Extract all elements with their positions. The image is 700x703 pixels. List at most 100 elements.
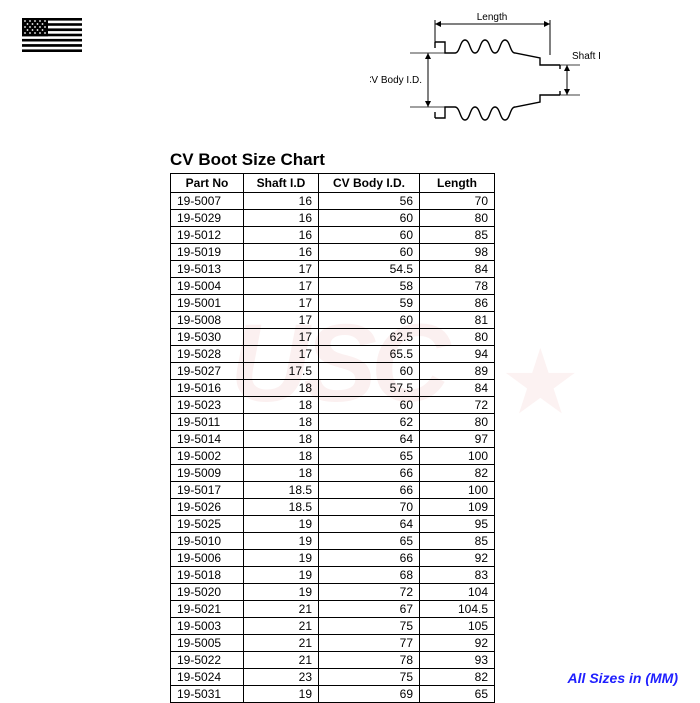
value-cell: 75 xyxy=(319,618,420,635)
watermark-star-icon: ★ xyxy=(500,330,581,435)
col-header: CV Body I.D. xyxy=(319,174,420,193)
chart-content: CV Boot Size Chart Part NoShaft I.DCV Bo… xyxy=(170,150,495,703)
value-cell: 17 xyxy=(244,278,319,295)
value-cell: 92 xyxy=(420,550,495,567)
part-no-cell: 19-5001 xyxy=(171,295,244,312)
part-no-cell: 19-5023 xyxy=(171,397,244,414)
value-cell: 67 xyxy=(319,601,420,618)
part-no-cell: 19-5003 xyxy=(171,618,244,635)
value-cell: 18 xyxy=(244,448,319,465)
table-row: 19-5018196883 xyxy=(171,567,495,584)
table-row: 19-50021865100 xyxy=(171,448,495,465)
value-cell: 68 xyxy=(319,567,420,584)
value-cell: 98 xyxy=(420,244,495,261)
value-cell: 70 xyxy=(420,193,495,210)
value-cell: 80 xyxy=(420,329,495,346)
value-cell: 89 xyxy=(420,363,495,380)
value-cell: 100 xyxy=(420,448,495,465)
value-cell: 64 xyxy=(319,516,420,533)
table-row: 19-5019166098 xyxy=(171,244,495,261)
value-cell: 100 xyxy=(420,482,495,499)
part-no-cell: 19-5014 xyxy=(171,431,244,448)
table-row: 19-50301762.580 xyxy=(171,329,495,346)
value-cell: 92 xyxy=(420,635,495,652)
size-chart-table: Part NoShaft I.DCV Body I.D.Length 19-50… xyxy=(170,173,495,703)
part-no-cell: 19-5008 xyxy=(171,312,244,329)
table-row: 19-50281765.594 xyxy=(171,346,495,363)
value-cell: 105 xyxy=(420,618,495,635)
value-cell: 60 xyxy=(319,244,420,261)
value-cell: 80 xyxy=(420,210,495,227)
part-no-cell: 19-5017 xyxy=(171,482,244,499)
value-cell: 19 xyxy=(244,516,319,533)
table-row: 19-5004175878 xyxy=(171,278,495,295)
part-no-cell: 19-5007 xyxy=(171,193,244,210)
table-row: 19-50032175105 xyxy=(171,618,495,635)
value-cell: 17 xyxy=(244,261,319,278)
part-no-cell: 19-5026 xyxy=(171,499,244,516)
value-cell: 65 xyxy=(319,448,420,465)
table-row: 19-5025196495 xyxy=(171,516,495,533)
table-row: 19-502717.56089 xyxy=(171,363,495,380)
value-cell: 84 xyxy=(420,380,495,397)
value-cell: 16 xyxy=(244,193,319,210)
diagram-body-label: CV Body I.D. xyxy=(370,75,422,86)
value-cell: 104.5 xyxy=(420,601,495,618)
table-row: 19-50131754.584 xyxy=(171,261,495,278)
value-cell: 18 xyxy=(244,465,319,482)
value-cell: 80 xyxy=(420,414,495,431)
value-cell: 18 xyxy=(244,380,319,397)
part-no-cell: 19-5016 xyxy=(171,380,244,397)
part-no-cell: 19-5010 xyxy=(171,533,244,550)
table-row: 19-5007165670 xyxy=(171,193,495,210)
value-cell: 21 xyxy=(244,635,319,652)
value-cell: 17 xyxy=(244,329,319,346)
part-no-cell: 19-5025 xyxy=(171,516,244,533)
table-row: 19-5010196585 xyxy=(171,533,495,550)
table-row: 19-5023186072 xyxy=(171,397,495,414)
value-cell: 21 xyxy=(244,618,319,635)
value-cell: 18 xyxy=(244,397,319,414)
value-cell: 57.5 xyxy=(319,380,420,397)
value-cell: 82 xyxy=(420,465,495,482)
value-cell: 109 xyxy=(420,499,495,516)
diagram-length-label: Length xyxy=(477,12,508,23)
value-cell: 84 xyxy=(420,261,495,278)
value-cell: 59 xyxy=(319,295,420,312)
value-cell: 54.5 xyxy=(319,261,420,278)
value-cell: 65.5 xyxy=(319,346,420,363)
value-cell: 17.5 xyxy=(244,363,319,380)
value-cell: 77 xyxy=(319,635,420,652)
table-row: 19-5008176081 xyxy=(171,312,495,329)
value-cell: 72 xyxy=(319,584,420,601)
value-cell: 81 xyxy=(420,312,495,329)
value-cell: 60 xyxy=(319,210,420,227)
value-cell: 60 xyxy=(319,363,420,380)
value-cell: 18 xyxy=(244,431,319,448)
part-no-cell: 19-5027 xyxy=(171,363,244,380)
part-no-cell: 19-5021 xyxy=(171,601,244,618)
value-cell: 58 xyxy=(319,278,420,295)
table-row: 19-50212167104.5 xyxy=(171,601,495,618)
value-cell: 86 xyxy=(420,295,495,312)
cv-boot-diagram: Length CV Body I.D. Shaft I.D. xyxy=(370,10,600,145)
value-cell: 78 xyxy=(319,652,420,669)
value-cell: 60 xyxy=(319,312,420,329)
value-cell: 85 xyxy=(420,533,495,550)
part-no-cell: 19-5002 xyxy=(171,448,244,465)
table-row: 19-501718.566100 xyxy=(171,482,495,499)
value-cell: 19 xyxy=(244,533,319,550)
value-cell: 64 xyxy=(319,431,420,448)
value-cell: 70 xyxy=(319,499,420,516)
part-no-cell: 19-5028 xyxy=(171,346,244,363)
part-no-cell: 19-5030 xyxy=(171,329,244,346)
value-cell: 17 xyxy=(244,295,319,312)
part-no-cell: 19-5011 xyxy=(171,414,244,431)
table-row: 19-5006196692 xyxy=(171,550,495,567)
value-cell: 19 xyxy=(244,550,319,567)
value-cell: 23 xyxy=(244,669,319,686)
value-cell: 66 xyxy=(319,465,420,482)
part-no-cell: 19-5018 xyxy=(171,567,244,584)
value-cell: 95 xyxy=(420,516,495,533)
col-header: Length xyxy=(420,174,495,193)
